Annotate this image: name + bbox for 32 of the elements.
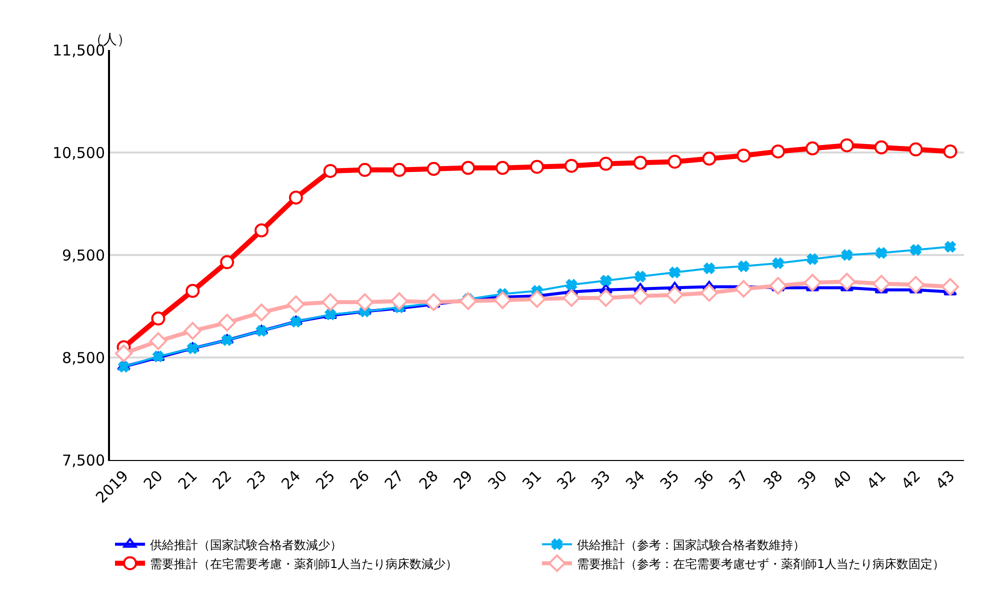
y-tick-label: 9,500 (62, 246, 105, 264)
x-tick-label: 39 (794, 466, 821, 494)
x-tick-label: 21 (174, 466, 201, 494)
x-tick-label: 26 (346, 466, 373, 494)
x-tick-label: 30 (484, 466, 511, 494)
x-tick-label: 35 (656, 466, 683, 494)
x-tick-label: 24 (278, 466, 304, 494)
x-tick-label: 22 (208, 466, 236, 494)
x-tick-label: 25 (312, 466, 339, 494)
x-tick-label: 23 (243, 466, 270, 494)
legend-label: 需要推計（在宅需要考慮・薬剤師1人当たり病床数減少） (150, 556, 458, 571)
x-tick-label: 29 (450, 466, 476, 494)
x-tick-label: 37 (726, 466, 752, 494)
x-tick-label: 31 (518, 466, 546, 494)
x-tick-label: 32 (553, 466, 580, 494)
x-tick-label: 28 (416, 466, 442, 494)
y-tick-label: 10,500 (52, 144, 105, 162)
x-tick-label: 42 (898, 466, 924, 494)
x-tick-label: 43 (932, 466, 958, 494)
x-tick-label: 41 (863, 466, 890, 494)
x-tick-label: 34 (622, 466, 648, 494)
x-tick-label: 36 (691, 466, 718, 494)
x-tick-label: 33 (588, 466, 614, 494)
x-tick-label: 20 (140, 466, 166, 494)
x-tick-label: 38 (760, 466, 786, 494)
legend-label: 供給推計（参考：国家試験合格者数維持） (577, 538, 805, 552)
legend-label: 需要推計（参考：在宅需要考慮せず・薬剤師1人当たり病床数固定） (577, 556, 945, 571)
y-tick-label: 7,500 (62, 451, 105, 470)
x-tick-label: 27 (381, 466, 408, 494)
y-tick-label: 8,500 (62, 348, 105, 367)
x-tick-label: 40 (828, 466, 856, 494)
legend-label: 供給推計（国家試験合格者数減少） (150, 538, 342, 552)
